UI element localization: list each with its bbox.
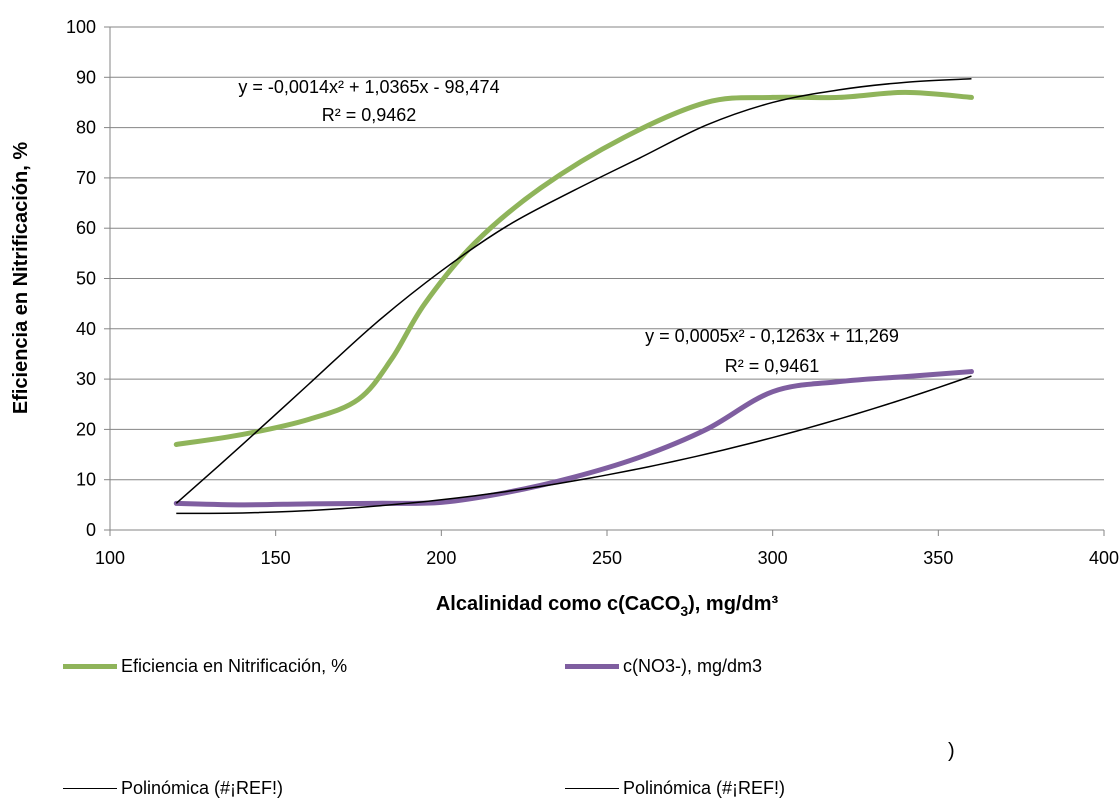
trendline-2: [176, 375, 972, 515]
trendline-1-equation: y = -0,0014x² + 1,0365x - 98,474: [238, 77, 499, 97]
y-tick-label-40: 40: [76, 319, 96, 339]
y-axis-title: Eficiencia en Nitrificación, %: [10, 142, 32, 415]
series-line-2: [173, 369, 974, 508]
legend-item-trend-1: Polinómica (#¡REF!): [63, 778, 283, 799]
series-lines: [173, 89, 974, 508]
legend-swatch-no3: [565, 664, 619, 669]
legend-item-trend-2: Polinómica (#¡REF!): [565, 778, 785, 799]
y-tick-label-50: 50: [76, 269, 96, 289]
legend-label-no3: c(NO3-), mg/dm3: [623, 656, 763, 676]
legend-item-no3: c(NO3-), mg/dm3: [565, 656, 762, 677]
axes: [104, 26, 1105, 536]
x-tick-label-400: 400: [1089, 548, 1119, 568]
trendline-2-equation: y = 0,0005x² - 0,1263x + 11,269: [645, 326, 899, 346]
x-axis-title-subscript: 3: [680, 603, 688, 619]
legend-swatch-trend-1: [63, 787, 117, 790]
y-tick-label-70: 70: [76, 168, 96, 188]
legend-label-eficiencia: Eficiencia en Nitrificación, %: [121, 656, 348, 676]
legend-swatch-eficiencia: [63, 664, 117, 669]
line-chart: 0 10 20 30 40 50 60 70 80 90 100 100 150 200 250 300 35…: [10, 17, 1119, 619]
legend-label-trend-1: Polinómica (#¡REF!): [121, 778, 284, 798]
series-line-1: [173, 89, 974, 447]
trendline-2-r2: R² = 0,9461: [725, 356, 820, 376]
x-tick-label-150: 150: [261, 548, 291, 568]
x-axis-title-main: Alcalinidad como c(CaCO: [436, 593, 681, 615]
x-tick-label-100: 100: [95, 548, 125, 568]
trendline-1: [175, 78, 972, 504]
y-tick-label-100: 100: [66, 17, 96, 37]
y-tick-label-10: 10: [76, 470, 96, 490]
y-tick-label-0: 0: [86, 520, 96, 540]
y-tick-label-90: 90: [76, 67, 96, 87]
x-tick-label-200: 200: [426, 548, 456, 568]
x-axis-title-tail: ), mg/dm³: [688, 593, 778, 615]
trendlines: [175, 78, 972, 515]
legend-swatch-trend-2: [565, 787, 619, 790]
trendline-1-r2: R² = 0,9462: [322, 105, 417, 125]
y-tick-label-80: 80: [76, 118, 96, 138]
x-tick-label-300: 300: [758, 548, 788, 568]
x-tick-labels: 100 150 200 250 300 350 400: [95, 548, 1119, 568]
x-tick-label-350: 350: [923, 548, 953, 568]
legend-item-eficiencia: Eficiencia en Nitrificación, %: [63, 656, 347, 677]
x-axis-title: Alcalinidad como c(CaCO3), mg/dm³: [436, 593, 779, 619]
y-tick-label-20: 20: [76, 419, 96, 439]
x-tick-label-250: 250: [592, 548, 622, 568]
y-tick-labels: 0 10 20 30 40 50 60 70 80 90 100: [66, 17, 96, 540]
y-tick-label-60: 60: [76, 218, 96, 238]
legend-label-trend-2: Polinómica (#¡REF!): [623, 778, 786, 798]
stray-parenthesis: ): [948, 740, 955, 762]
y-tick-label-30: 30: [76, 369, 96, 389]
